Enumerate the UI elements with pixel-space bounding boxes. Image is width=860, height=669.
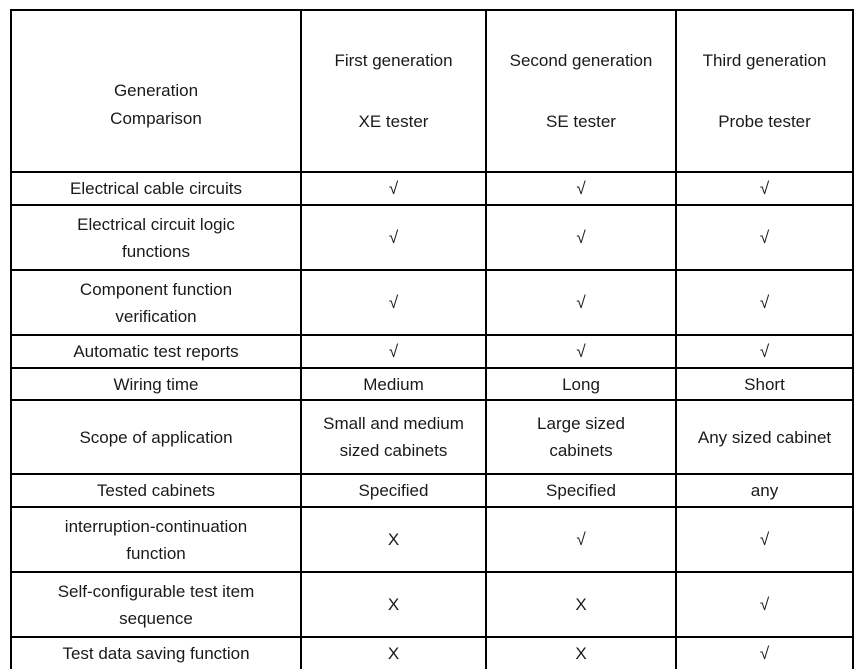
table-title: Generation Comparison bbox=[110, 81, 202, 129]
value-cell: √ bbox=[675, 334, 854, 370]
tester-label: XE tester bbox=[358, 112, 429, 131]
row-label-cell: Automatic test reports bbox=[10, 334, 302, 370]
row-label-cell: Self-configurable test item sequence bbox=[10, 571, 302, 639]
header-stack: Second generation SE tester bbox=[491, 47, 671, 135]
header-cell-second-generation: Second generation SE tester bbox=[485, 8, 677, 174]
generation-label: First generation bbox=[334, 51, 453, 71]
value-cell: √ bbox=[300, 269, 487, 337]
value-cell: Medium bbox=[300, 367, 487, 402]
value-cell: Long bbox=[485, 367, 677, 402]
value-cell: Any sized cabinet bbox=[675, 399, 854, 476]
table-row-component-function-verification: Component function verification √ √ √ bbox=[10, 269, 854, 337]
value-cell: X bbox=[485, 571, 677, 639]
table-row-self-configurable-sequence: Self-configurable test item sequence X X… bbox=[10, 571, 854, 639]
value-cell: √ bbox=[300, 334, 487, 370]
row-label-cell: Tested cabinets bbox=[10, 473, 302, 509]
value-cell: √ bbox=[300, 171, 487, 207]
table-row-interruption-continuation: interruption-continuation function X √ √ bbox=[10, 506, 854, 574]
value-cell: Short bbox=[675, 367, 854, 402]
table-row-wiring-time: Wiring time Medium Long Short bbox=[10, 367, 854, 402]
row-label-cell: Electrical cable circuits bbox=[10, 171, 302, 207]
header-cell-first-generation: First generation XE tester bbox=[300, 8, 487, 174]
row-label-cell: Component function verification bbox=[10, 269, 302, 337]
table-row-electrical-cable-circuits: Electrical cable circuits √ √ √ bbox=[10, 171, 854, 207]
value-cell: X bbox=[300, 571, 487, 639]
tester-label: SE tester bbox=[546, 112, 616, 131]
value-cell: X bbox=[485, 636, 677, 669]
value-cell: Specified bbox=[300, 473, 487, 509]
value-cell: √ bbox=[675, 171, 854, 207]
value-cell: Large sized cabinets bbox=[485, 399, 677, 476]
value-cell: √ bbox=[485, 269, 677, 337]
header-cell-third-generation: Third generation Probe tester bbox=[675, 8, 854, 174]
value-cell: √ bbox=[485, 506, 677, 574]
value-cell: Small and medium sized cabinets bbox=[300, 399, 487, 476]
header-row: Generation Comparison First generation X… bbox=[10, 8, 854, 174]
row-label-cell: Electrical circuit logic functions bbox=[10, 204, 302, 272]
value-cell: √ bbox=[675, 506, 854, 574]
row-label-cell: Scope of application bbox=[10, 399, 302, 476]
value-cell: X bbox=[300, 636, 487, 669]
value-cell: any bbox=[675, 473, 854, 509]
table-row-test-data-saving: Test data saving function X X √ bbox=[10, 636, 854, 669]
table-row-scope-of-application: Scope of application Small and medium si… bbox=[10, 399, 854, 476]
header-corner-cell: Generation Comparison bbox=[10, 8, 302, 174]
value-cell: √ bbox=[675, 636, 854, 669]
header-stack: First generation XE tester bbox=[306, 47, 481, 135]
row-label-cell: interruption-continuation function bbox=[10, 506, 302, 574]
value-cell: √ bbox=[300, 204, 487, 272]
value-cell: √ bbox=[485, 334, 677, 370]
table-row-tested-cabinets: Tested cabinets Specified Specified any bbox=[10, 473, 854, 509]
value-cell: √ bbox=[675, 571, 854, 639]
generation-label: Second generation bbox=[509, 51, 653, 71]
value-cell: √ bbox=[675, 269, 854, 337]
row-label-cell: Test data saving function bbox=[10, 636, 302, 669]
value-cell: X bbox=[300, 506, 487, 574]
header-stack: Third generation Probe tester bbox=[681, 47, 848, 135]
generation-label: Third generation bbox=[702, 51, 827, 71]
value-cell: Specified bbox=[485, 473, 677, 509]
tester-label: Probe tester bbox=[718, 112, 811, 131]
value-cell: √ bbox=[485, 171, 677, 207]
row-label-cell: Wiring time bbox=[10, 367, 302, 402]
value-cell: √ bbox=[485, 204, 677, 272]
generation-comparison-table: Generation Comparison First generation X… bbox=[10, 8, 854, 669]
table-row-automatic-test-reports: Automatic test reports √ √ √ bbox=[10, 334, 854, 370]
table-row-electrical-circuit-logic: Electrical circuit logic functions √ √ √ bbox=[10, 204, 854, 272]
value-cell: √ bbox=[675, 204, 854, 272]
